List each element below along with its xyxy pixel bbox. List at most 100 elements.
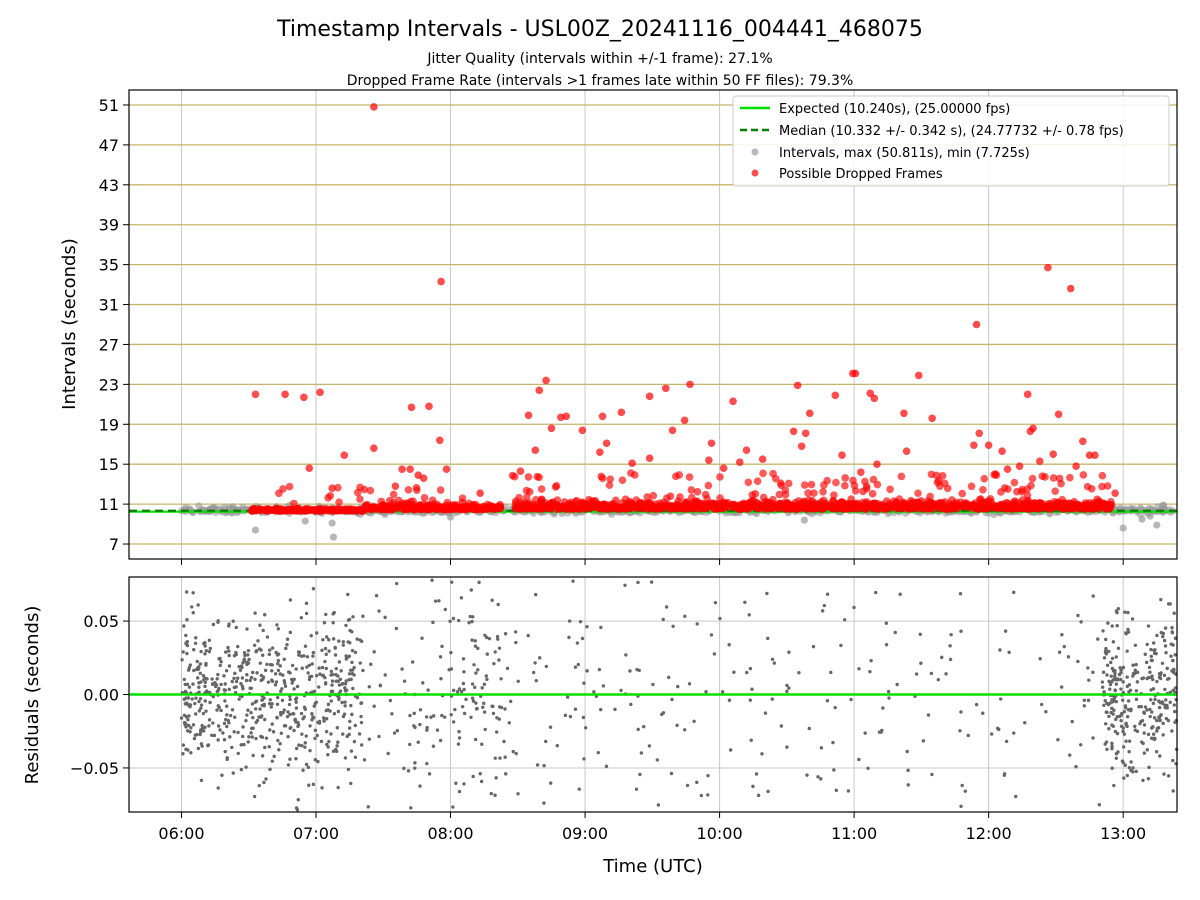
residual-point [905, 749, 909, 754]
dropped-frame-point [841, 474, 850, 482]
dropped-frame-point [991, 470, 1000, 478]
residual-point [402, 766, 406, 771]
residual-point [198, 671, 202, 676]
residual-point [349, 781, 353, 786]
dropped-frame-point [602, 439, 611, 448]
residual-point [1130, 617, 1135, 621]
dropped-frame-point [801, 429, 810, 438]
dropped-frame-point [680, 416, 689, 425]
dropped-frame-point [705, 456, 713, 465]
residual-point [576, 662, 580, 667]
residual-point [349, 677, 353, 682]
dropped-frame-point [873, 460, 881, 469]
residual-point [1108, 682, 1113, 687]
residual-point [324, 717, 329, 721]
residual-point [1109, 660, 1113, 665]
residual-point [271, 730, 276, 734]
dropped-frame-point [597, 472, 606, 481]
residual-point [637, 668, 641, 673]
residual-point [636, 727, 640, 732]
residual-point [283, 684, 288, 688]
intervals-y-tick-label: 51 [99, 96, 119, 115]
residual-point [246, 648, 251, 653]
residual-point [367, 685, 372, 689]
residual-point [1013, 794, 1018, 799]
residual-point [240, 684, 245, 689]
residual-point [575, 641, 580, 645]
interval-point [329, 533, 338, 541]
residual-point [267, 745, 271, 749]
dropped-frame-point [841, 481, 849, 490]
residual-point [276, 668, 281, 673]
residual-point [300, 743, 304, 748]
residual-point [270, 669, 274, 673]
residual-point [1105, 663, 1110, 667]
residual-point [699, 793, 704, 798]
residual-point [237, 697, 241, 701]
residual-point [287, 702, 292, 707]
residual-point [583, 726, 588, 730]
residual-point [216, 704, 220, 708]
dropped-frame-point [975, 429, 984, 438]
dropped-frame-point [748, 491, 757, 499]
residual-point [485, 677, 489, 682]
residual-point [531, 670, 536, 675]
dropped-frame-point [596, 504, 604, 513]
residual-point [1155, 726, 1160, 731]
residual-point [196, 746, 201, 751]
residual-point [489, 791, 494, 796]
residual-point [514, 751, 518, 756]
residual-point [1168, 700, 1172, 704]
residual-point [571, 579, 575, 583]
dropped-frames-series [247, 103, 1119, 515]
residual-point [192, 647, 196, 652]
residual-point [244, 765, 248, 769]
dropped-frame-point [389, 490, 398, 499]
residual-point [1120, 759, 1125, 763]
residual-point [184, 642, 188, 646]
residual-point [413, 761, 417, 765]
residual-point [863, 731, 867, 735]
dropped-frame-point [1009, 502, 1017, 511]
residual-point [216, 738, 220, 742]
residual-point [236, 751, 240, 756]
residual-point [1170, 630, 1175, 635]
residual-point [1171, 758, 1175, 763]
dropped-frame-point [335, 498, 343, 507]
dropped-frame-point [832, 478, 840, 487]
residual-point [1164, 698, 1168, 702]
interval-point [195, 502, 203, 510]
residual-point [206, 743, 210, 748]
residual-point [833, 705, 837, 710]
dropped-frame-point [869, 475, 878, 484]
residual-point [377, 609, 381, 613]
residual-point [1133, 728, 1137, 732]
residual-point [1161, 631, 1166, 636]
intervals-y-tick-label: 43 [99, 176, 119, 195]
dropped-frame-point [759, 493, 768, 502]
dropped-frame-point [295, 506, 303, 515]
residual-point [216, 672, 220, 677]
residual-point [222, 738, 227, 742]
residual-point [288, 598, 293, 602]
residual-point [231, 771, 235, 775]
residual-point [226, 645, 230, 650]
residual-point [628, 669, 632, 673]
legend-box [732, 95, 1170, 187]
residual-point [496, 602, 500, 607]
residual-point [313, 701, 317, 706]
residual-point [331, 621, 335, 625]
residual-point [226, 624, 231, 628]
residual-point [497, 705, 502, 709]
residual-point [222, 721, 227, 726]
residual-point [249, 686, 254, 691]
dropped-frame-point [691, 497, 700, 506]
residual-point [275, 715, 279, 720]
residual-point [313, 758, 318, 762]
residual-point [202, 641, 206, 646]
residual-point [1168, 690, 1173, 695]
residual-point [1110, 766, 1114, 770]
residual-point [548, 725, 553, 729]
residual-point [497, 658, 501, 662]
residual-point [184, 633, 188, 638]
